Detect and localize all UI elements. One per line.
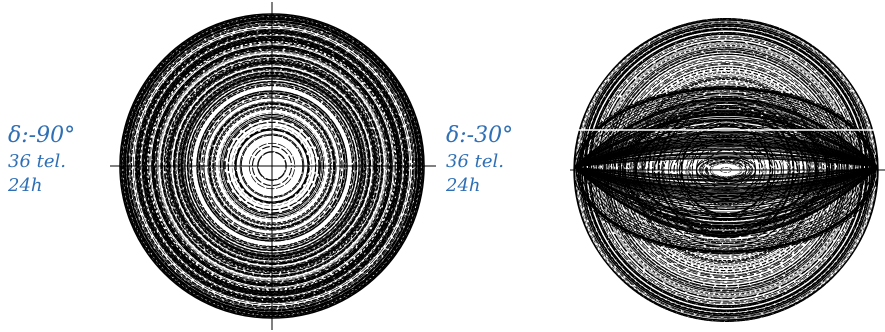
uv-arc xyxy=(574,166,878,227)
uv-arc xyxy=(574,133,878,168)
uv-arc xyxy=(574,166,878,221)
uv-arc xyxy=(574,130,878,168)
uv-arc xyxy=(574,147,878,168)
uv-arc xyxy=(574,103,878,168)
uv-arc xyxy=(574,166,878,187)
uv-arc xyxy=(574,166,878,237)
uv-arc xyxy=(574,166,878,206)
uv-coverage-plot-dec-minus-90 xyxy=(110,2,436,330)
uv-arc xyxy=(574,166,878,231)
uv-arc xyxy=(574,105,878,168)
uv-arc xyxy=(574,155,878,168)
uv-arc xyxy=(574,146,878,168)
uv-arc xyxy=(574,166,878,216)
uv-arc xyxy=(574,166,878,193)
uv-arc xyxy=(574,122,878,168)
uv-arc xyxy=(574,152,878,168)
uv-arc xyxy=(574,166,878,217)
uv-arc xyxy=(574,166,878,181)
uv-arc xyxy=(574,107,878,168)
uv-arc xyxy=(574,115,878,168)
uv-arc xyxy=(574,141,878,168)
uv-arc xyxy=(574,166,878,219)
uv-arc xyxy=(574,120,878,168)
uv-arc xyxy=(574,166,878,235)
uv-arc xyxy=(574,166,878,196)
uv-arc xyxy=(574,166,878,229)
uv-arc xyxy=(574,127,878,168)
uv-arc xyxy=(574,166,878,199)
uv-arc xyxy=(574,166,878,214)
declination-label: δ:-30° xyxy=(446,123,514,148)
uv-arc xyxy=(574,166,878,207)
uv-arc xyxy=(574,166,878,223)
uv-arc xyxy=(574,139,878,168)
duration-label: 24h xyxy=(8,174,43,196)
uv-arc xyxy=(574,166,878,225)
uv-arc xyxy=(574,166,878,191)
duration-label: 24h xyxy=(446,174,481,196)
uv-arc xyxy=(574,118,878,168)
uv-arc xyxy=(574,166,878,210)
uv-arc xyxy=(574,143,878,168)
uv-arc xyxy=(574,137,878,168)
telescope-count-label: 36 tel. xyxy=(8,151,66,173)
uv-arc xyxy=(574,157,878,168)
uv-arc xyxy=(574,99,878,168)
uv-arc xyxy=(574,166,878,204)
uv-arc xyxy=(574,166,878,233)
uv-arc xyxy=(574,124,878,168)
uv-arc xyxy=(574,166,878,197)
uv-arc xyxy=(574,101,878,168)
uv-arc xyxy=(574,117,878,168)
uv-arc xyxy=(574,97,878,168)
declination-label: δ:-90° xyxy=(8,123,76,148)
uv-arc xyxy=(574,144,878,168)
uv-arc xyxy=(574,166,878,212)
uv-arc xyxy=(574,113,878,168)
uv-arc xyxy=(574,109,878,168)
uv-arc xyxy=(574,166,878,178)
uv-arc xyxy=(574,135,878,168)
uv-arc xyxy=(574,149,878,168)
uv-arc xyxy=(574,138,878,168)
uv-arc xyxy=(574,166,878,188)
uv-arc xyxy=(574,166,878,185)
telescope-count-label: 36 tel. xyxy=(446,151,504,173)
uv-coverage-plot-dec-minus-30 xyxy=(570,18,885,322)
uv-arc xyxy=(574,166,878,201)
caption-right: δ:-30° 36 tel. 24h xyxy=(446,121,513,198)
uv-arc xyxy=(574,166,878,190)
uv-arc xyxy=(574,166,878,195)
uv-arc xyxy=(574,153,878,168)
caption-left: δ:-90° 36 tel. 24h xyxy=(8,121,75,198)
uv-arc xyxy=(574,111,878,168)
